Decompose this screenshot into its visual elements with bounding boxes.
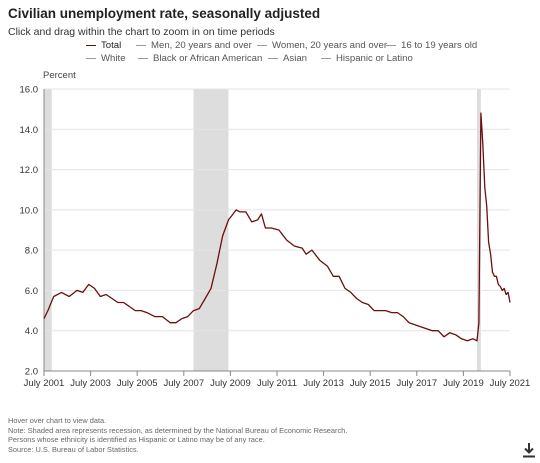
x-tick-label: July 2015	[350, 378, 391, 389]
y-tick-label: 12.0	[20, 165, 39, 176]
y-tick-label: 10.0	[20, 205, 39, 216]
y-tick-label: 2.0	[25, 367, 38, 378]
x-tick-label: July 2005	[117, 378, 158, 389]
y-tick-label: 14.0	[20, 125, 39, 136]
legend-label-hispanic: Hispanic or Latino	[336, 53, 413, 64]
recession-band	[193, 89, 229, 371]
x-tick-label: July 2021	[490, 378, 531, 389]
x-tick-label: July 2011	[257, 378, 297, 389]
legend-swatch-black	[138, 58, 148, 59]
chart-notes: Hover over chart to view data. Note: Sha…	[8, 416, 347, 454]
legend-item-teens[interactable]: 16 to 19 years old	[386, 40, 477, 51]
legend-item-asian[interactable]: Asian	[268, 53, 307, 64]
x-tick-label: July 2009	[210, 378, 251, 389]
legend-swatch-women	[257, 45, 267, 46]
legend-swatch-hispanic	[321, 58, 331, 59]
chart-subtitle: Click and drag within the chart to zoom …	[8, 26, 275, 38]
legend-swatch-asian	[268, 58, 278, 59]
x-tick-label: July 2019	[443, 378, 484, 389]
legend-item-white[interactable]: White	[86, 53, 126, 64]
legend-swatch-total	[86, 45, 96, 46]
note-hover: Hover over chart to view data.	[8, 416, 107, 425]
legend-item-total[interactable]: Total	[86, 40, 121, 51]
chart-legend: Total Men, 20 years and over Women, 20 y…	[0, 40, 540, 70]
recession-band	[476, 89, 481, 371]
legend-item-hispanic[interactable]: Hispanic or Latino	[321, 53, 413, 64]
legend-label-black: Black or African American	[153, 53, 263, 64]
legend-label-asian: Asian	[283, 53, 307, 64]
legend-label-total: Total	[101, 40, 122, 51]
legend-item-men[interactable]: Men, 20 years and over	[136, 40, 252, 51]
x-tick-label: July 2001	[24, 378, 65, 389]
download-icon[interactable]	[522, 442, 536, 458]
x-tick-label: July 2003	[70, 378, 111, 389]
note-recession: Note: Shaded area represents recession, …	[8, 425, 348, 435]
note-ethnicity: Persons whose ethnicity is identified as…	[8, 435, 265, 445]
legend-swatch-white	[86, 58, 96, 59]
legend-label-teens: 16 to 19 years old	[401, 40, 478, 51]
y-tick-label: 16.0	[20, 85, 39, 96]
legend-label-men: Men, 20 years and over	[151, 40, 252, 51]
legend-item-women[interactable]: Women, 20 years and over	[257, 40, 387, 51]
x-tick-label: July 2013	[303, 378, 344, 389]
y-tick-label: 8.0	[25, 246, 38, 257]
legend-swatch-men	[136, 45, 146, 46]
note-source: Source: U.S. Bureau of Labor Statistics.	[8, 444, 139, 454]
y-tick-label: 4.0	[25, 326, 38, 337]
series-line-total	[43, 112, 511, 342]
y-axis-title: Percent	[43, 70, 76, 81]
x-tick-label: July 2007	[163, 378, 204, 389]
recession-band	[44, 89, 52, 371]
legend-label-women: Women, 20 years and over	[272, 40, 388, 51]
chart-title: Civilian unemployment rate, seasonally a…	[8, 6, 321, 21]
x-tick-label: July 2017	[396, 378, 437, 389]
y-tick-label: 6.0	[25, 286, 38, 297]
legend-swatch-teens	[386, 45, 396, 46]
legend-item-black[interactable]: Black or African American	[138, 53, 262, 64]
legend-label-white: White	[101, 53, 126, 64]
